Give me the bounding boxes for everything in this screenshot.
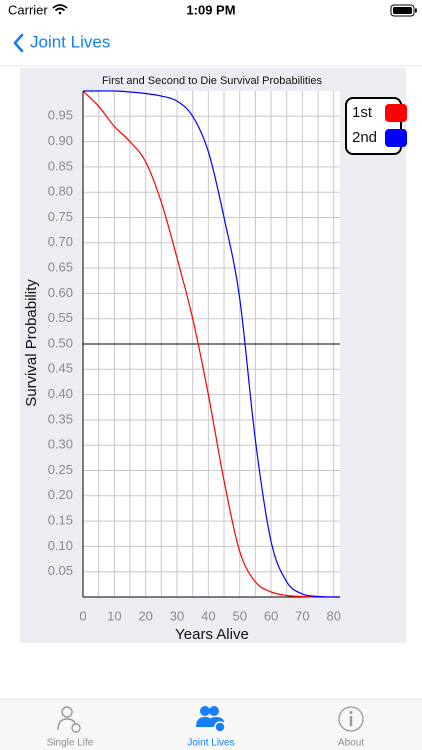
x-tick-label: 70 [295,608,309,623]
clock: 1:09 PM [186,2,235,17]
tab-label[interactable]: Joint Lives [187,738,234,749]
y-tick-label: 0.55 [48,310,73,325]
tab-label[interactable]: About [338,738,364,749]
about-icon[interactable] [338,706,364,732]
x-tick-label: 0 [79,608,86,623]
y-tick-label: 0.20 [48,487,73,502]
series-line [82,90,340,598]
single-life-icon[interactable] [57,706,81,733]
x-tick-label: 30 [170,608,184,623]
y-tick-label: 0.10 [48,538,73,553]
y-tick-label: 0.90 [48,133,73,148]
y-tick-label: 0.25 [48,462,73,477]
y-tick-label: 0.85 [48,158,73,173]
legend-swatch [385,104,407,122]
tab-label[interactable]: Single Life [47,738,94,749]
series-line [83,90,341,598]
lines [82,90,341,598]
legend-label: 2nd [352,129,377,146]
x-axis-label: Years Alive [175,626,249,643]
x-tick-label: 20 [138,608,152,623]
legend-swatch [385,129,407,147]
x-tick-label: 10 [107,608,121,623]
y-tick-label: 0.75 [48,209,73,224]
y-tick-label: 0.80 [48,184,73,199]
y-tick-label: 0.05 [48,563,73,578]
x-tick-label: 80 [326,608,340,623]
back-button[interactable]: Joint Lives [30,32,110,51]
legend-label: 1st [352,104,373,121]
back-chevron[interactable] [13,33,24,53]
joint-lives-icon[interactable] [196,706,226,733]
x-tick-label: 60 [264,608,278,623]
y-tick-label: 0.15 [48,513,73,528]
battery-icon [390,4,417,17]
y-tick-label: 0.95 [48,108,73,123]
y-tick-label: 0.40 [48,386,73,401]
y-tick-label: 0.30 [48,437,73,452]
y-tick-label: 0.35 [48,411,73,426]
y-tick-label: 0.70 [48,234,73,249]
y-tick-label: 0.50 [48,335,73,350]
y-tick-label: 0.45 [48,361,73,376]
grid [82,91,340,598]
ticks: 0.05 0.10 0.15 0.20 0.25 0.30 0.35 0.40 0.45 0.50… [48,108,341,624]
chart-title: First and Second to Die Survival Probabi… [102,75,323,87]
wifi-icon [52,4,68,15]
y-tick-label: 0.65 [48,260,73,275]
x-tick-label: 50 [232,608,246,623]
y-tick-label: 0.60 [48,285,73,300]
carrier: Carrier [8,2,48,17]
x-tick-label: 40 [201,608,215,623]
y-axis-label: Survival Probability [23,279,40,407]
